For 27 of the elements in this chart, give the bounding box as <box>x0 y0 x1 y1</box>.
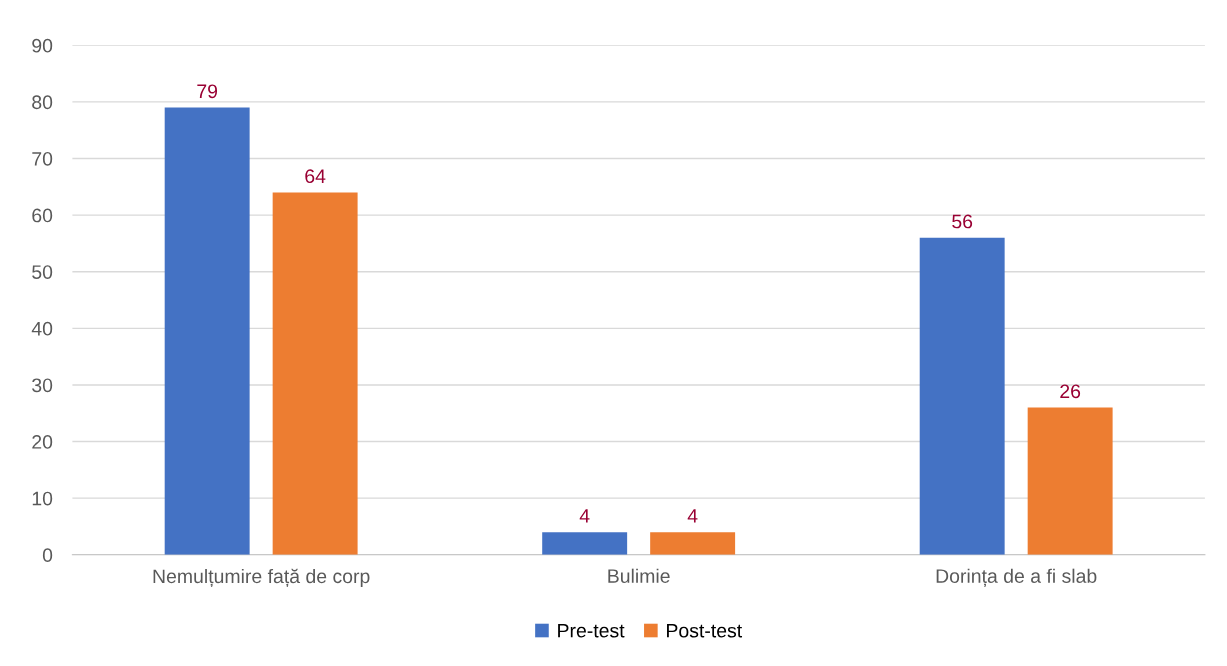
bar <box>919 237 1005 555</box>
data-label: 79 <box>197 84 218 99</box>
y-tick-label: 60 <box>32 208 53 223</box>
bar <box>272 192 358 555</box>
data-label: 4 <box>687 509 698 523</box>
legend-label: Post-test <box>667 623 743 638</box>
y-tick-label: 10 <box>32 491 53 506</box>
bar <box>650 532 736 555</box>
data-label: 64 <box>305 169 326 184</box>
bar <box>164 107 250 555</box>
data-label: 4 <box>579 509 590 523</box>
y-tick-label: 70 <box>32 151 53 166</box>
y-tick-label: 20 <box>32 435 53 449</box>
y-tick-label: 90 <box>32 38 53 53</box>
y-tick-label: 50 <box>32 265 53 279</box>
bar <box>1027 407 1113 555</box>
x-tick-label: Bulimie <box>608 568 670 583</box>
y-tick-label: 40 <box>31 321 53 336</box>
x-tick-label: Dorința de a fi slab <box>936 568 1097 587</box>
y-tick-label: 30 <box>32 378 53 393</box>
data-label: 26 <box>1060 384 1081 399</box>
bar <box>542 532 628 555</box>
x-tick-label: Nemulțumire față de corp <box>153 568 370 588</box>
y-tick-label: 80 <box>32 95 53 110</box>
data-label: 56 <box>952 214 973 229</box>
legend-label: Pre-test <box>558 623 625 638</box>
y-tick-label: 0 <box>42 548 53 563</box>
